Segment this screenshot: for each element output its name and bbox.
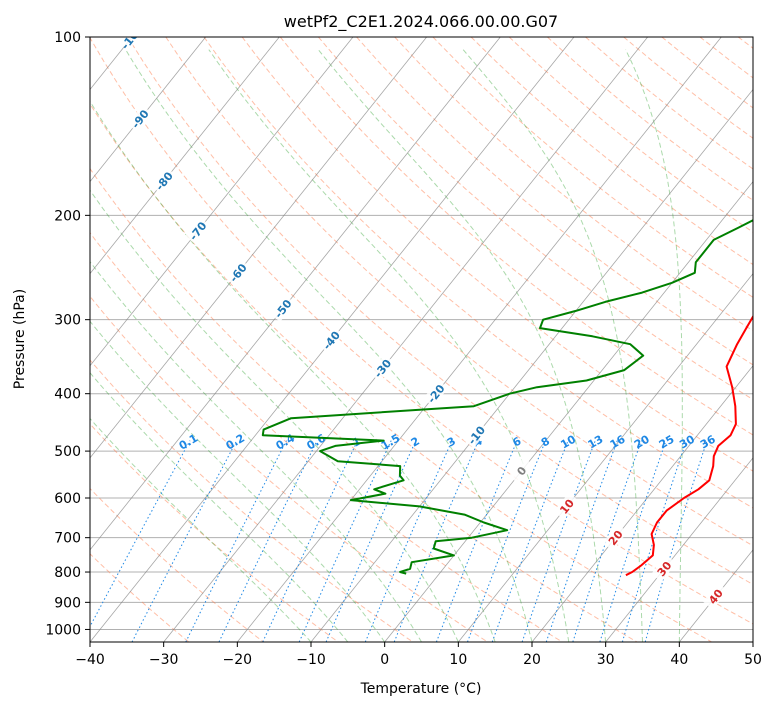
mixing-ratio-line xyxy=(521,440,596,642)
x-tick-label: −40 xyxy=(75,652,105,668)
mixing-ratio-line xyxy=(90,440,191,628)
mixing-ratio-line xyxy=(545,440,618,642)
isotherm-label-bg xyxy=(602,523,628,551)
x-tick-label: 40 xyxy=(670,652,688,668)
isotherm-line xyxy=(90,37,501,551)
isotherm-line xyxy=(163,37,648,642)
y-tick-label: 200 xyxy=(54,208,81,224)
isotherm-label-bg xyxy=(127,105,153,133)
dewpoint-profile-line xyxy=(261,219,753,575)
mixing-ratio-line xyxy=(599,440,667,642)
dry-adiabat xyxy=(241,37,753,472)
y-axis-label: Pressure (hPa) xyxy=(12,289,28,389)
x-tick-label: 30 xyxy=(597,652,615,668)
mixing-ratio-line xyxy=(298,440,392,642)
isotherm-label-bg xyxy=(151,167,177,195)
dry-adiabat xyxy=(432,37,753,298)
isotherm-line xyxy=(605,457,753,642)
moist-adiabat xyxy=(317,49,607,642)
mixing-ratio-line xyxy=(218,440,318,642)
isotherm-label-bg xyxy=(119,37,145,51)
x-tick-label: 20 xyxy=(523,652,541,668)
x-tick-label: 0 xyxy=(380,652,389,668)
dry-adiabat xyxy=(90,103,712,642)
isotherm-line xyxy=(458,273,753,642)
isotherm-label-bg xyxy=(269,294,296,322)
moist-adiabat xyxy=(90,260,422,642)
isotherm-label-bg xyxy=(423,379,449,407)
isotherm-label-bg xyxy=(225,259,251,286)
mixing-ratio-line xyxy=(491,440,569,642)
dry-adiabat xyxy=(90,37,753,625)
isotherm-line xyxy=(90,37,280,275)
isotherm-label-bg xyxy=(184,217,211,245)
y-tick-label: 500 xyxy=(54,444,81,460)
y-tick-label: 900 xyxy=(54,595,81,611)
moist-adiabat xyxy=(90,189,459,642)
x-tick-label: −30 xyxy=(149,652,179,668)
mixing-ratio-line xyxy=(325,440,417,642)
dry-adiabat xyxy=(90,423,339,642)
isotherm-label-bg xyxy=(553,492,579,520)
y-tick-label: 100 xyxy=(54,30,81,46)
isotherm-label-bg xyxy=(463,421,489,449)
moist-adiabat xyxy=(125,49,533,642)
x-tick-label: 10 xyxy=(449,652,467,668)
y-tick-label: 700 xyxy=(54,531,81,547)
isotherm-line xyxy=(90,37,354,367)
isotherm-label-bg xyxy=(318,326,344,354)
chart-title: wetPf2_C2E1.2024.066.00.00.G07 xyxy=(284,12,558,32)
x-tick-label: −10 xyxy=(296,652,326,668)
y-tick-label: 400 xyxy=(54,387,81,403)
dry-adiabat xyxy=(90,553,190,642)
dry-adiabat xyxy=(127,37,753,586)
dry-adiabat xyxy=(90,295,488,642)
isotherm-label-bg xyxy=(508,457,534,485)
y-tick-label: 1000 xyxy=(45,622,81,638)
mixing-ratio-line xyxy=(364,440,453,642)
isotherm-line xyxy=(237,37,722,642)
isotherm-line xyxy=(384,180,753,642)
y-tick-label: 600 xyxy=(54,491,81,507)
moist-adiabat xyxy=(625,49,683,642)
plot-frame xyxy=(89,36,754,643)
x-tick-label: −20 xyxy=(223,652,253,668)
isotherm-line xyxy=(90,37,427,459)
y-tick-label: 300 xyxy=(54,313,81,329)
mixing-ratio-line xyxy=(185,440,287,642)
isotherm-line xyxy=(310,88,753,642)
temperature-profile-line xyxy=(625,314,753,577)
dry-adiabat xyxy=(203,37,753,509)
dry-adiabat xyxy=(90,231,563,642)
moist-adiabat xyxy=(90,100,496,642)
isotherm-label-bg xyxy=(651,555,677,582)
moist-adiabat xyxy=(90,320,386,642)
dry-adiabat xyxy=(279,37,753,436)
isotherm-line xyxy=(90,37,206,183)
moist-adiabat xyxy=(462,49,643,642)
isotherm-label-bg xyxy=(369,354,395,382)
x-axis-label: Temperature (°C) xyxy=(360,681,482,697)
isotherm-label-bg xyxy=(702,582,728,610)
x-tick-label: 50 xyxy=(744,652,762,668)
y-tick-label: 800 xyxy=(54,565,81,581)
dry-adiabat xyxy=(90,167,638,642)
moist-adiabat xyxy=(208,49,570,642)
